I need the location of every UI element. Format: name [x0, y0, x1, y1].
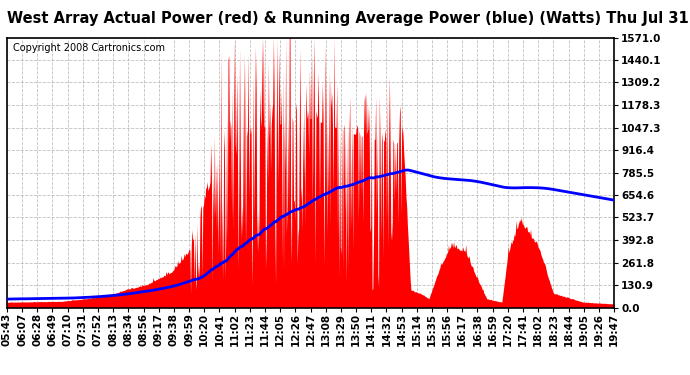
Text: Copyright 2008 Cartronics.com: Copyright 2008 Cartronics.com — [13, 43, 165, 53]
Text: West Array Actual Power (red) & Running Average Power (blue) (Watts) Thu Jul 31 : West Array Actual Power (red) & Running … — [7, 11, 690, 26]
